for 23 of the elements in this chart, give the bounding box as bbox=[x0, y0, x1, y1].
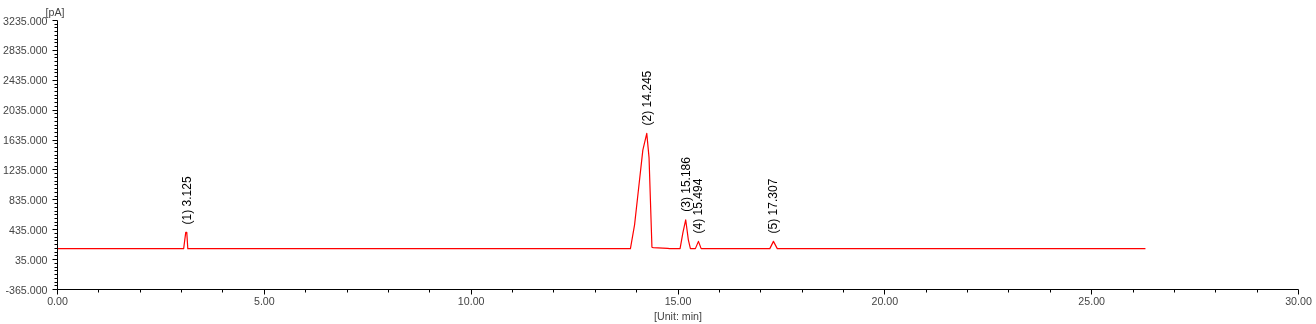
y-tick-label: 1235.000 bbox=[3, 163, 48, 176]
x-tick-label: 5.00 bbox=[253, 294, 275, 307]
y-tick-label: 2035.000 bbox=[3, 104, 48, 117]
y-tick-label: 435.000 bbox=[8, 223, 48, 236]
annotation: (2) 14.245 bbox=[639, 70, 654, 126]
y-axis-title: [pA] bbox=[45, 5, 65, 18]
line-series bbox=[57, 132, 1147, 250]
annotation: (5) 17.307 bbox=[766, 178, 781, 234]
annotation: (1) 3.125 bbox=[179, 176, 194, 225]
x-tick-label: 30.00 bbox=[1285, 294, 1312, 307]
x-tick-label: 20.00 bbox=[871, 294, 899, 307]
y-tick-label: 2835.000 bbox=[3, 44, 48, 57]
y-tick-label: -365.000 bbox=[5, 283, 48, 296]
x-tick-label: 0.00 bbox=[47, 294, 68, 307]
x-tick-label: 25.00 bbox=[1078, 294, 1106, 307]
annotation: (3) 15.186 bbox=[678, 156, 693, 212]
x-axis-title: [Unit: min] bbox=[654, 309, 703, 322]
y-tick-label: 835.000 bbox=[8, 193, 48, 206]
x-tick-label: 10.00 bbox=[457, 294, 485, 307]
x-tick-label: 15.00 bbox=[664, 294, 692, 307]
y-tick-label: 2435.000 bbox=[3, 74, 48, 87]
y-tick-label: 35.000 bbox=[14, 253, 48, 266]
y-tick-label: 1635.000 bbox=[3, 134, 48, 147]
